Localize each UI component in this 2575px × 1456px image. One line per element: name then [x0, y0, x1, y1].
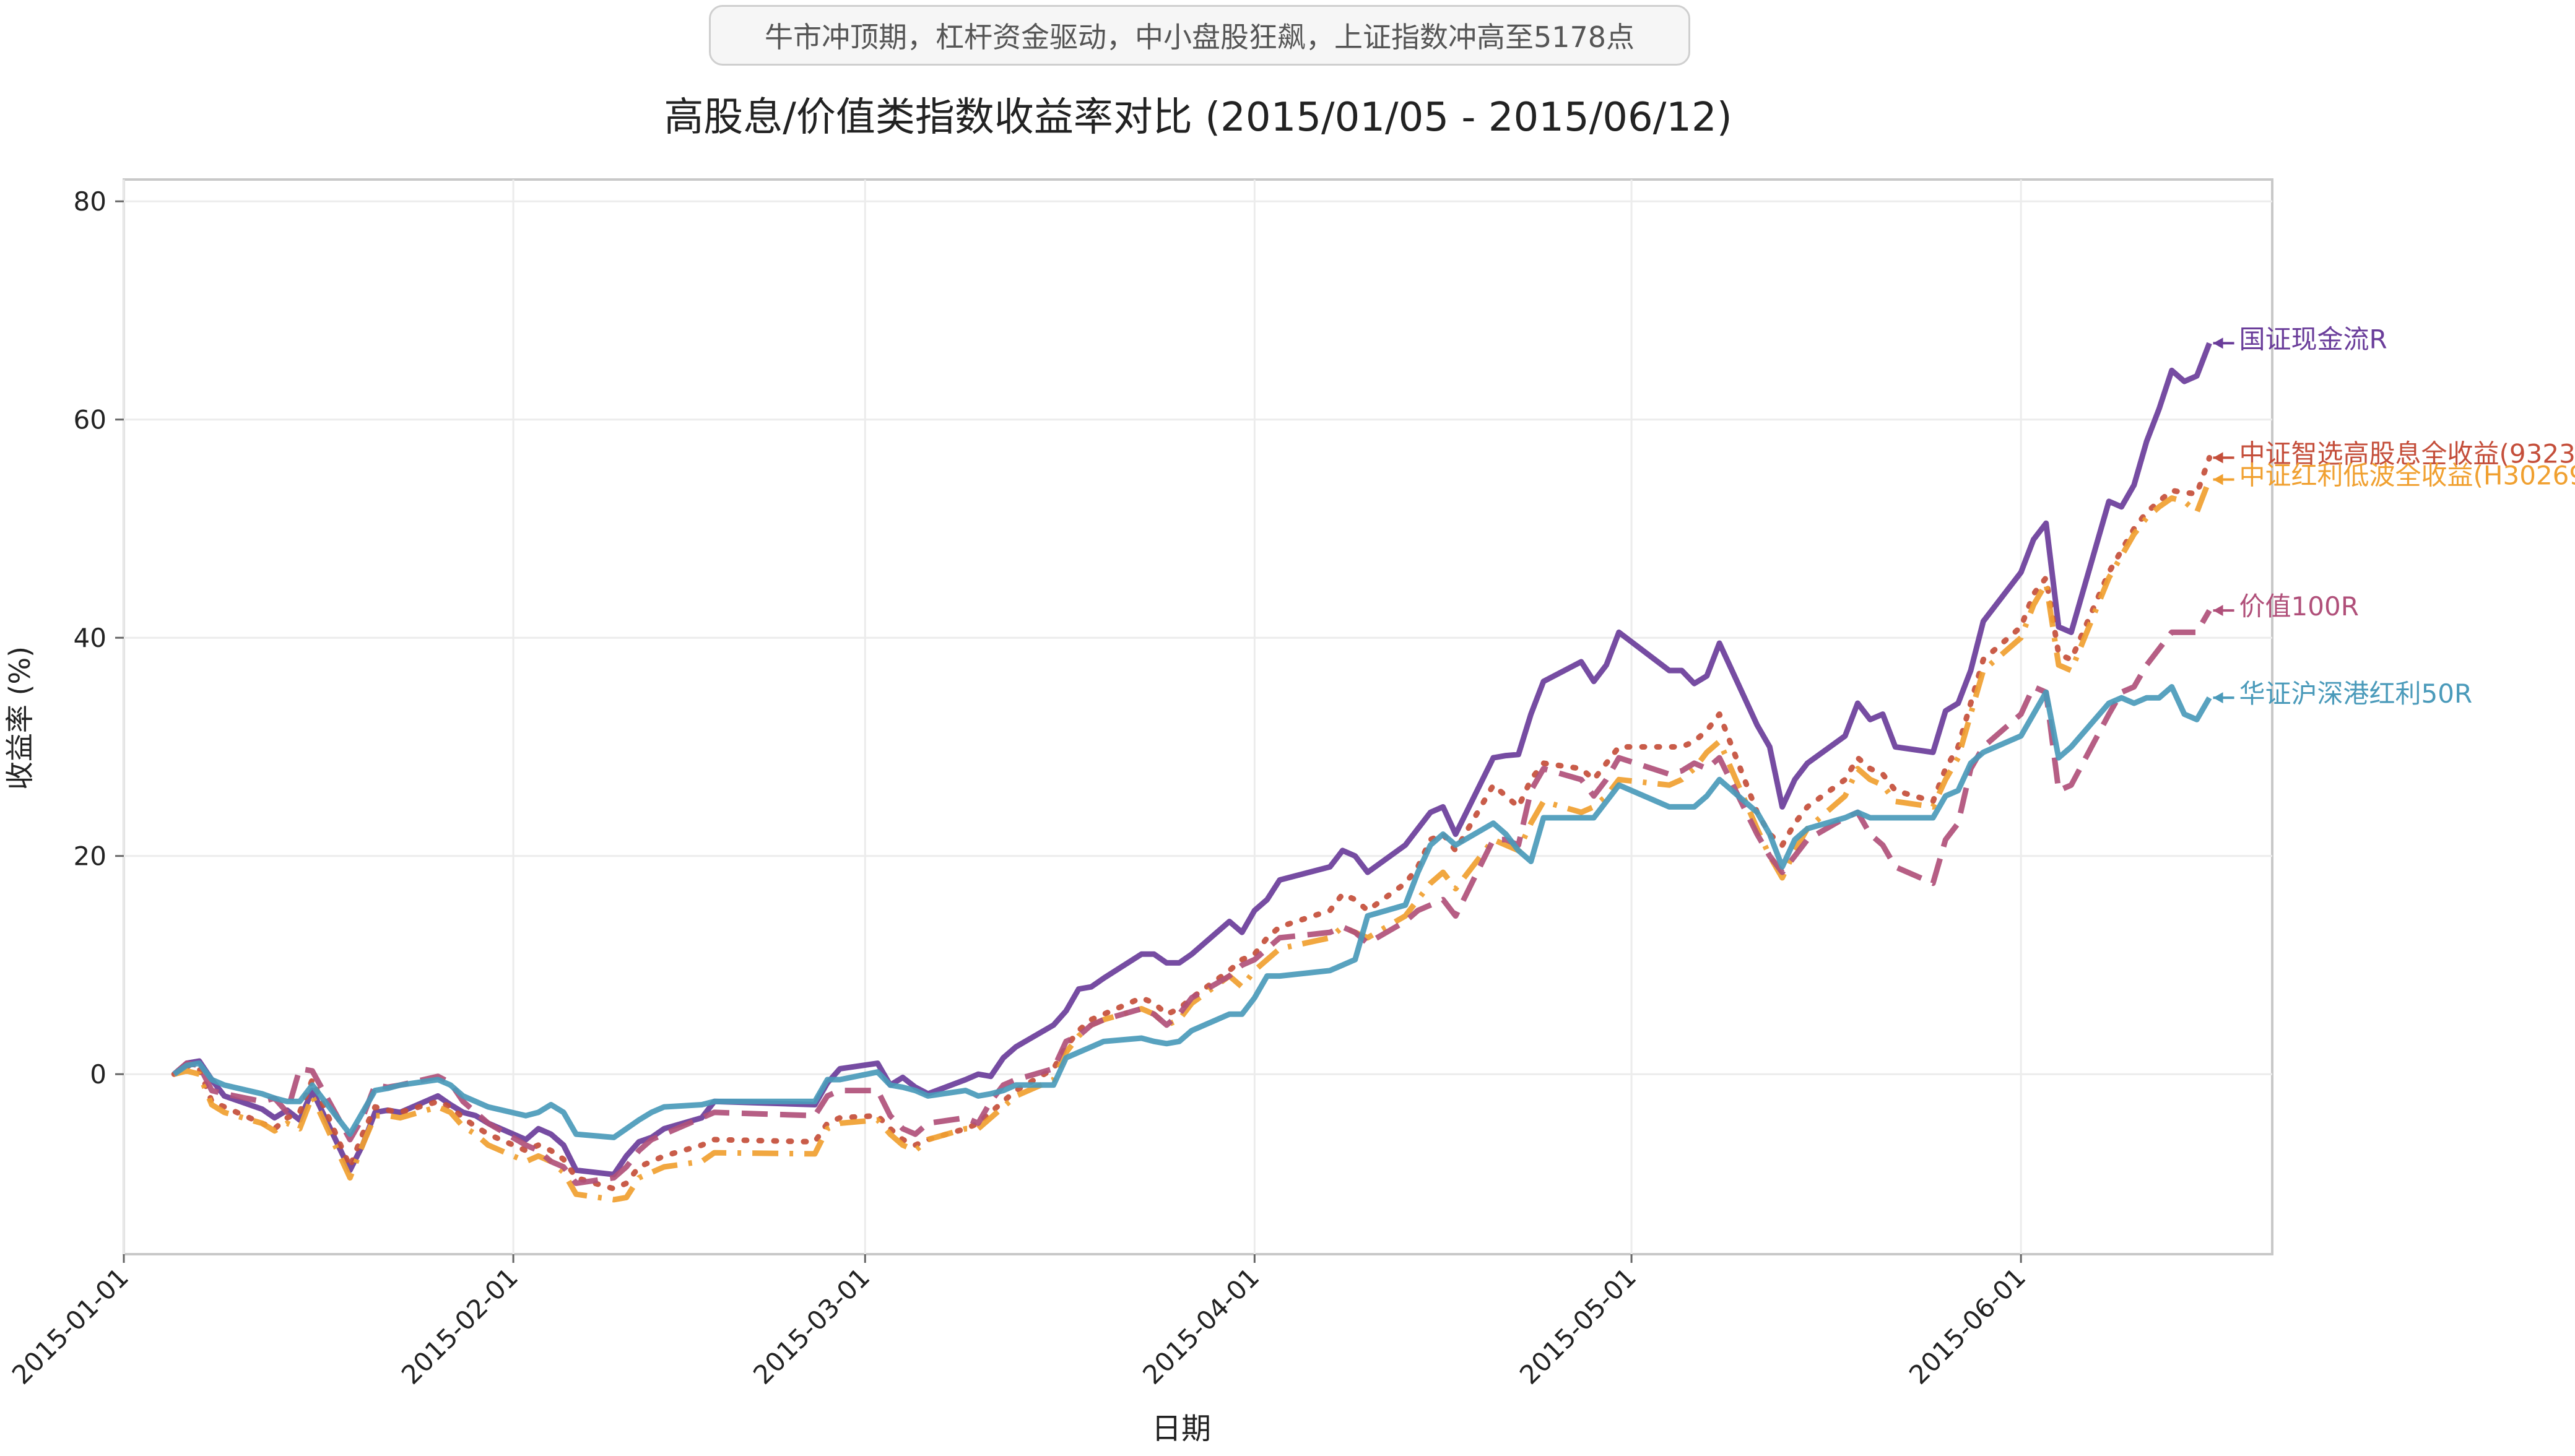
x-axis-label: 日期: [1152, 1411, 1212, 1446]
series-labels: 国证现金流R 中证智选高股息全收益(932305)中证红利低波全收益(H30269…: [2213, 324, 2575, 709]
series-label: 价值100R: [2239, 591, 2359, 622]
y-tick-label: 20: [74, 841, 106, 872]
chart-title: 高股息/价值类指数收益率对比 (2015/01/05 - 2015/06/12): [664, 95, 1732, 141]
x-tick-label: 2015-03-01: [747, 1262, 875, 1390]
annotation-text: 牛市冲顶期，杠杆资金驱动，中小盘股狂飙，上证指数冲高至5178点: [764, 20, 1635, 54]
y-tick-label: 80: [74, 186, 106, 217]
y-tick-label: 40: [74, 623, 106, 653]
x-tick-label: 2015-01-01: [6, 1262, 134, 1390]
plot-area: [123, 178, 2273, 1255]
annotation-box: 牛市冲顶期，杠杆资金驱动，中小盘股狂飙，上证指数冲高至5178点: [709, 5, 1690, 66]
x-tick-label: 2015-04-01: [1137, 1262, 1265, 1390]
series-label: 国证现金流R: [2239, 324, 2387, 354]
series-label: 中证智选高股息全收益(932305): [2239, 438, 2575, 469]
series-label-arrowhead: [2213, 452, 2223, 464]
series-line: [172, 684, 2212, 1140]
series-label: 华证沪深港红利50R: [2239, 678, 2473, 709]
series-line: [172, 609, 2212, 1186]
series-label-arrowhead: [2213, 474, 2223, 485]
y-tick-label: 0: [90, 1059, 106, 1090]
x-tick-label: 2015-05-01: [1514, 1262, 1642, 1390]
x-tick-label: 2015-02-01: [396, 1262, 524, 1390]
series-label-arrowhead: [2213, 337, 2223, 349]
series-label-arrowhead: [2213, 692, 2223, 704]
series-lines: [171, 342, 2212, 1203]
series-label-arrowhead: [2213, 605, 2223, 617]
x-tick-label: 2015-06-01: [1903, 1262, 2031, 1390]
series-line: [171, 454, 2212, 1192]
series-label: 中证红利低波全收益(H30269): [2239, 461, 2575, 491]
y-tick-label: 60: [74, 405, 106, 435]
y-axis-label: 收益率 (%): [3, 646, 37, 791]
series-line: [173, 479, 2212, 1203]
